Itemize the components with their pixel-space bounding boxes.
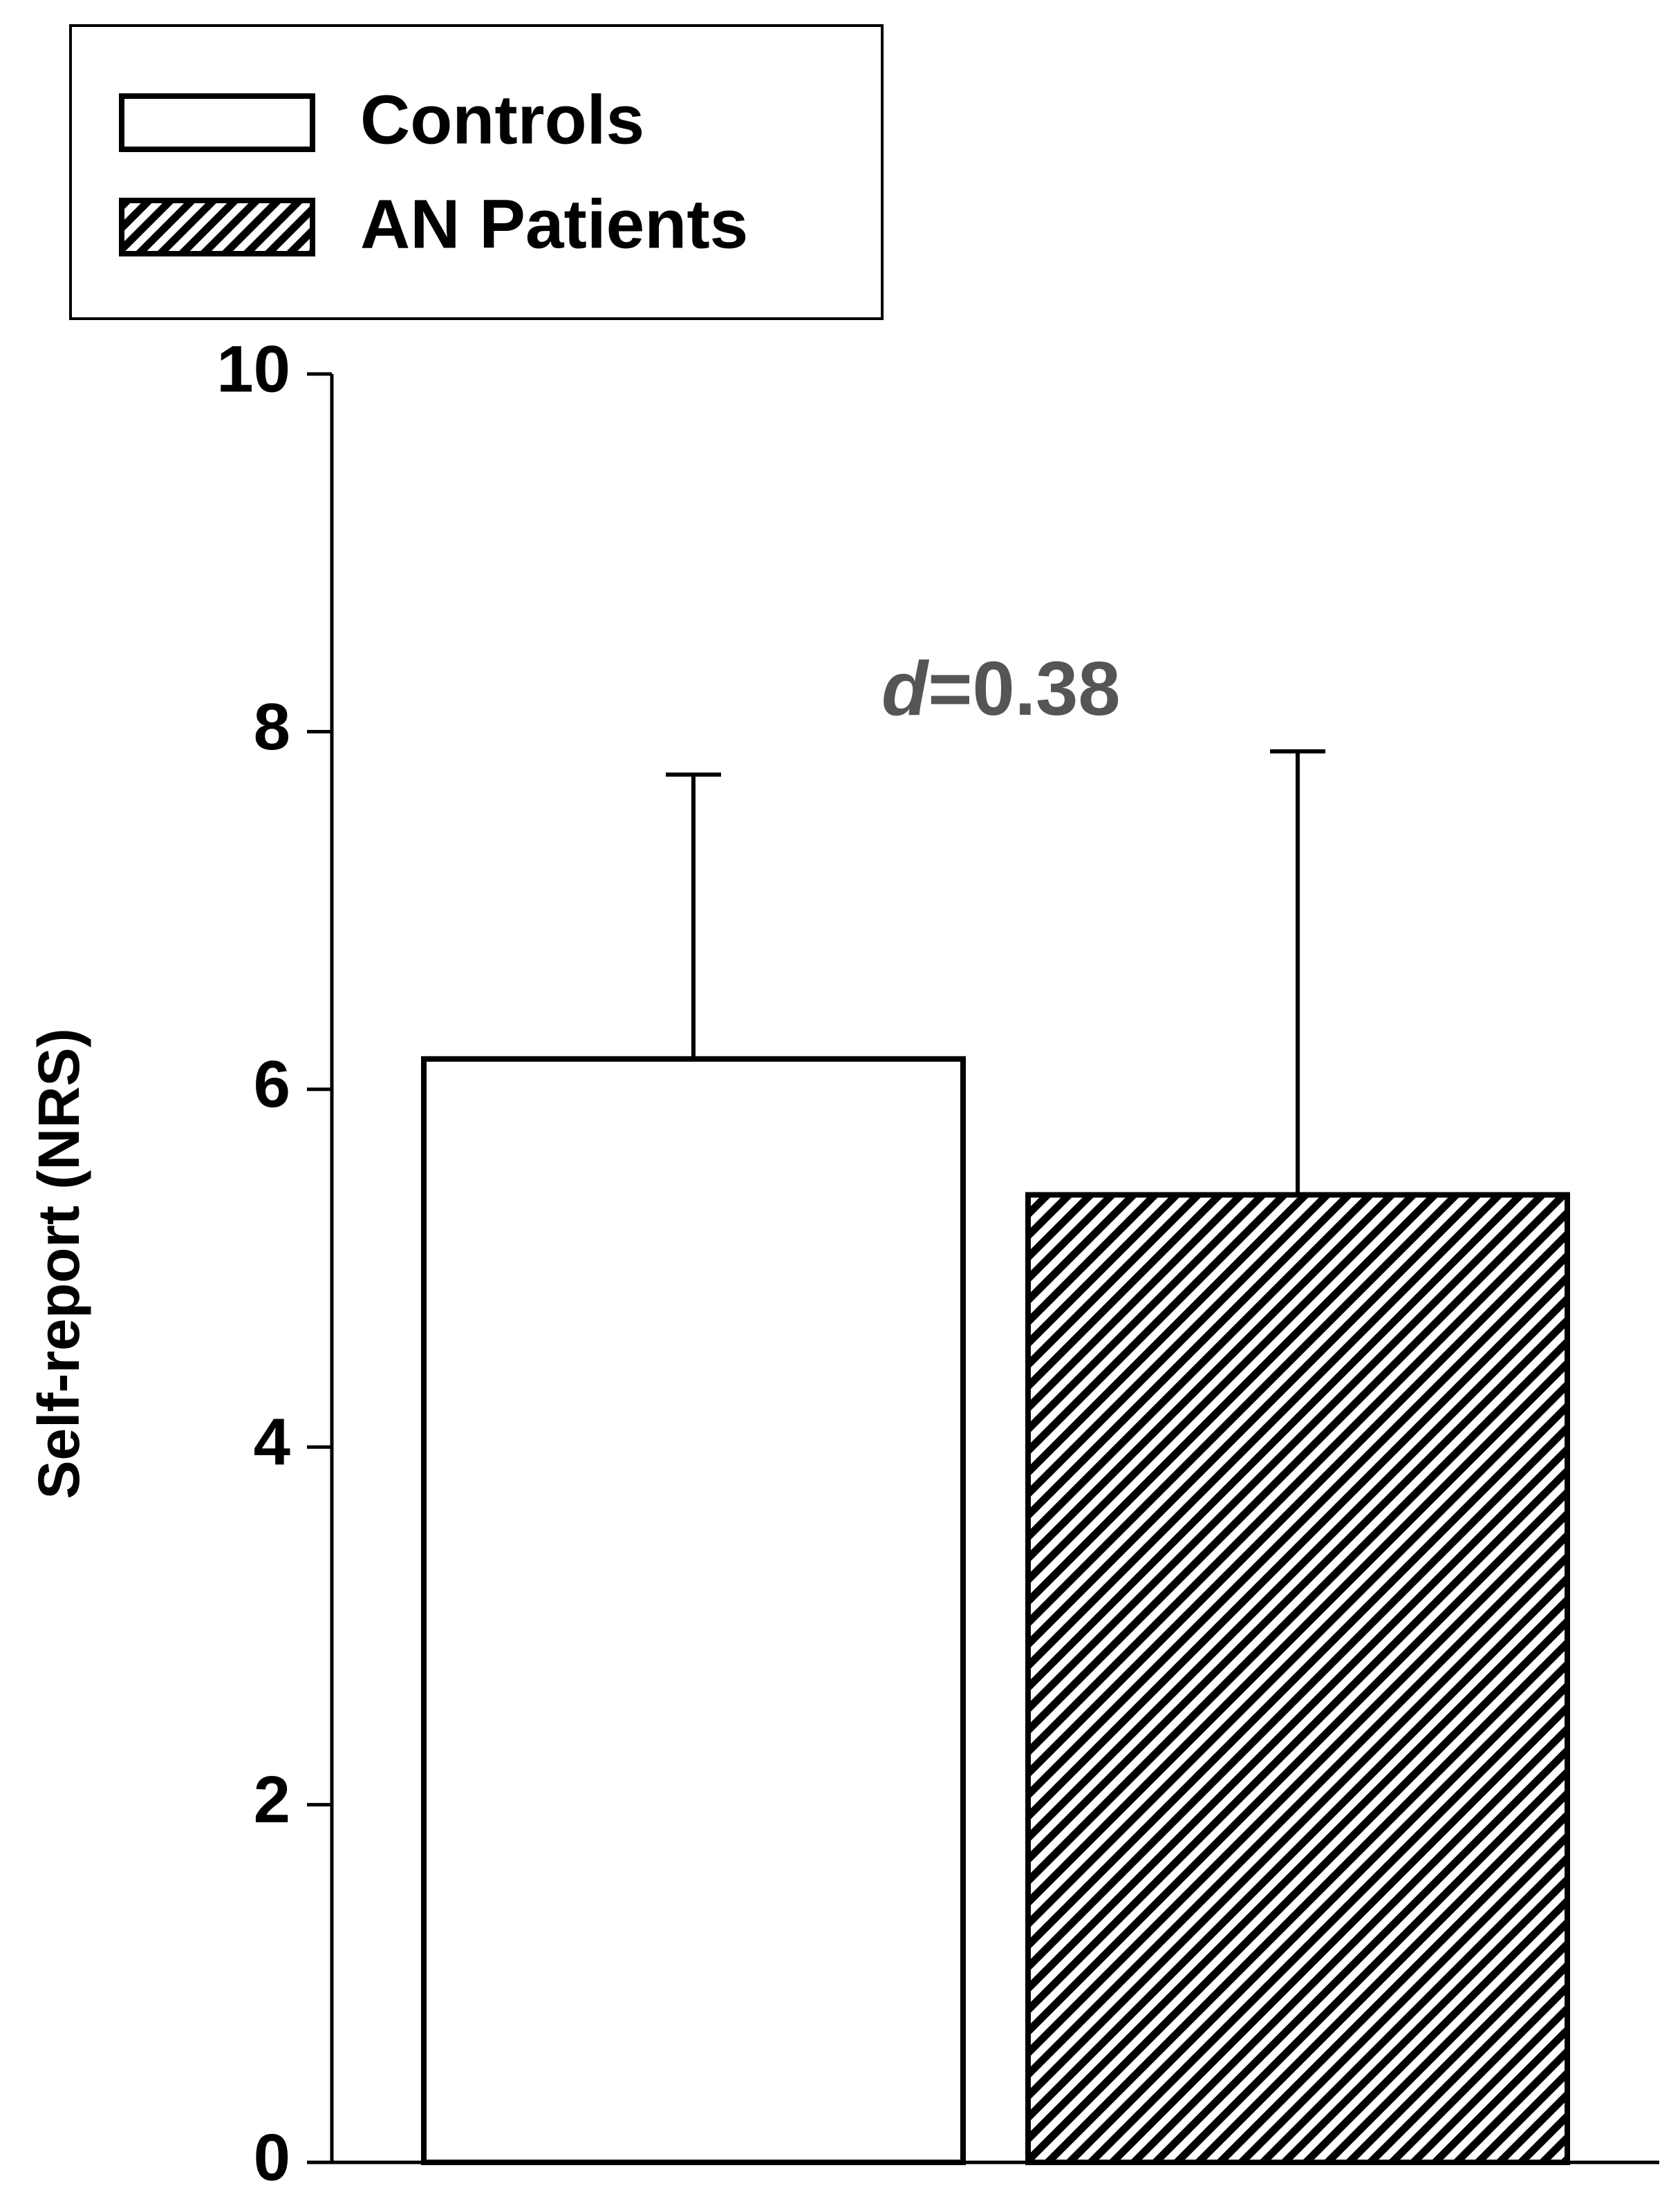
- y-tick-label: 6: [254, 1047, 290, 1121]
- y-tick-label: 2: [254, 1763, 290, 1837]
- legend-box: [69, 24, 884, 320]
- bar: [421, 1056, 966, 2165]
- bar: [1025, 1192, 1570, 2165]
- y-axis-label: Self-report (NRS): [26, 1028, 91, 1499]
- y-tick-label: 10: [216, 332, 290, 406]
- y-tick-label: 8: [254, 690, 290, 764]
- y-tick-label: 4: [254, 1405, 290, 1479]
- y-tick-label: 0: [254, 2120, 290, 2194]
- legend-label: Controls: [360, 81, 644, 158]
- annotation: d=0.38: [881, 646, 1121, 731]
- annotation-value: =0.38: [928, 646, 1120, 731]
- legend-swatch: [119, 93, 315, 152]
- legend-label: AN Patients: [360, 185, 748, 263]
- annotation-symbol: d: [881, 646, 930, 731]
- legend-swatch: [119, 198, 315, 256]
